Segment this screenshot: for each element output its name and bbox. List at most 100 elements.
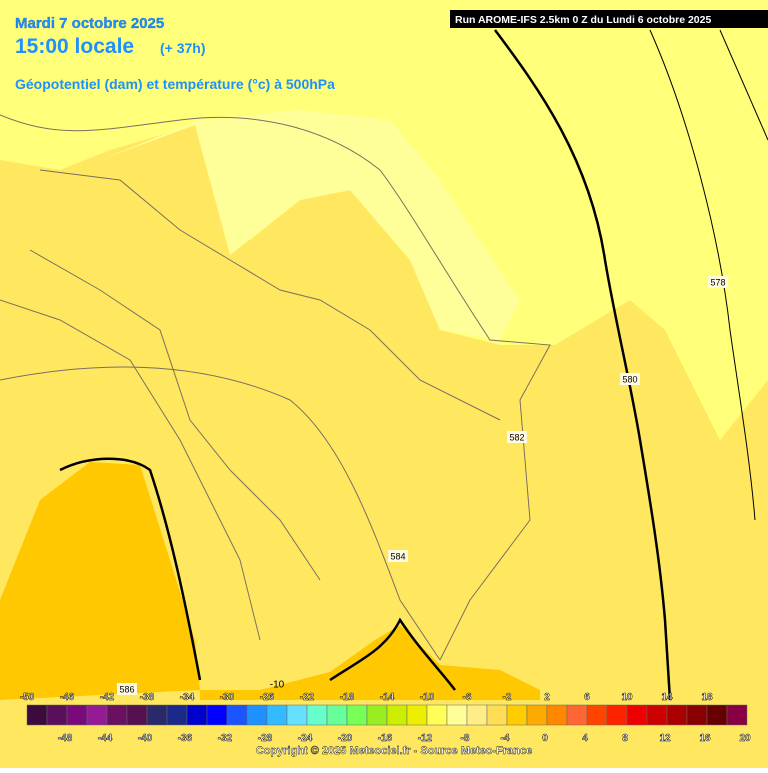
colorbar-swatch [126,704,148,726]
colorbar-swatch [586,704,608,726]
contour-label: 580 [622,375,637,385]
border [39,169,501,421]
contour-label-box [388,550,408,562]
colorbar-label: -36 [178,733,193,744]
colorbar-swatch [686,704,708,726]
contours [59,29,672,701]
colorbar-label: -6 [463,692,472,703]
date: Mardi 7 octobre 2025 [15,15,164,32]
colorbar-label: -30 [220,692,235,703]
colorbar-label: -8 [461,733,470,744]
warm-region [200,625,540,700]
colorbar-label: -16 [378,733,393,744]
colorbar-label: 16 [699,733,711,744]
colorbar-label: -14 [380,692,395,703]
colorbar-swatch [406,704,428,726]
colorbar-swatch [466,704,488,726]
colorbar-label: 12 [659,733,671,744]
colorbar-label: -4 [501,733,510,744]
colorbar-swatch [46,704,68,726]
temperature-label: -10 [270,680,285,691]
colorbar-swatch [86,704,108,726]
colorbar-label: -42 [100,692,115,703]
colorbar-swatch [106,704,128,726]
colorbar-swatch [646,704,668,726]
colorbar-swatch [186,704,208,726]
colorbar-label: 8 [622,733,628,744]
contour-label-box [620,373,640,385]
colorbar-swatch [626,704,648,726]
colorbar-swatch [26,704,48,726]
copyright: Copyright © 2025 Meteociel.fr - Source M… [256,745,532,757]
colorbar-swatch [666,704,688,726]
colorbar-label: -10 [420,692,435,703]
labels: 578 580 582 584 586 -10 [117,276,728,695]
colorbar: -50-48-46-44-42-40-38-36-34-32-30-28-26-… [20,692,752,745]
header: Mardi 7 octobre 2025 15:00 locale (+ 37h… [15,10,768,92]
time: 15:00 locale [15,35,134,58]
colorbar-label: 2 [544,692,550,703]
colorbar-label: 6 [584,692,590,703]
colorbar-label: -40 [138,733,153,744]
colorbar-swatch [266,704,288,726]
contour-line [719,29,768,141]
contour-line [329,617,456,691]
subtitle: Géopotentiel (dam) et température (°c) à… [15,76,335,92]
colorbar-swatch [386,704,408,726]
contour-label-box [117,683,137,695]
colorbar-swatch [206,704,228,726]
colorbar-label: -46 [60,692,75,703]
colorbar-swatch [166,704,188,726]
colorbar-swatch [426,704,448,726]
colorbar-swatch [326,704,348,726]
colorbar-label: -28 [258,733,273,744]
colorbar-label: -20 [338,733,353,744]
contour-label: 578 [710,278,725,288]
colorbar-swatch [446,704,468,726]
contour-label-box [708,276,728,288]
colorbar-label: -22 [300,692,315,703]
border [0,366,441,661]
colorbar-swatch [306,704,328,726]
colorbar-swatch [146,704,168,726]
colorbar-label: 4 [582,733,588,744]
contour-line [59,457,202,681]
colorbar-label: 14 [661,692,673,703]
colorbar-swatch [526,704,548,726]
contours-thin [649,29,768,521]
colorbar-label: 18 [701,692,713,703]
colorbar-label: -44 [98,733,113,744]
colorbar-label: 20 [739,733,751,744]
border [0,299,261,641]
colorbar-swatch [486,704,508,726]
colorbar-swatch [226,704,248,726]
contour-label-box [507,431,527,443]
colorbar-label: -24 [298,733,313,744]
colorbar-label: -38 [140,692,155,703]
colorbar-swatch [726,704,748,726]
colorbar-label: -26 [260,692,275,703]
colorbar-swatch [606,704,628,726]
colorbar-swatch [566,704,588,726]
colorbar-swatch [706,704,728,726]
colorbar-swatch [346,704,368,726]
borders [0,114,551,661]
colorbar-swatch [246,704,268,726]
lighter-region [100,110,520,340]
border [29,249,321,581]
colorbar-label: -50 [20,692,35,703]
contour-label: 586 [119,685,134,695]
contour-line [493,29,672,701]
contour-label: 584 [390,552,405,562]
run-info: Run AROME-IFS 2.5km 0 Z du Lundi 6 octob… [455,14,711,26]
colorbar-swatch [506,704,528,726]
colorbar-swatch [66,704,88,726]
lead-time: (+ 37h) [160,40,206,56]
run-box [450,10,768,28]
contour-line [649,29,756,521]
colorbar-swatch [286,704,308,726]
border [0,114,551,661]
colorbar-label: -2 [503,692,512,703]
